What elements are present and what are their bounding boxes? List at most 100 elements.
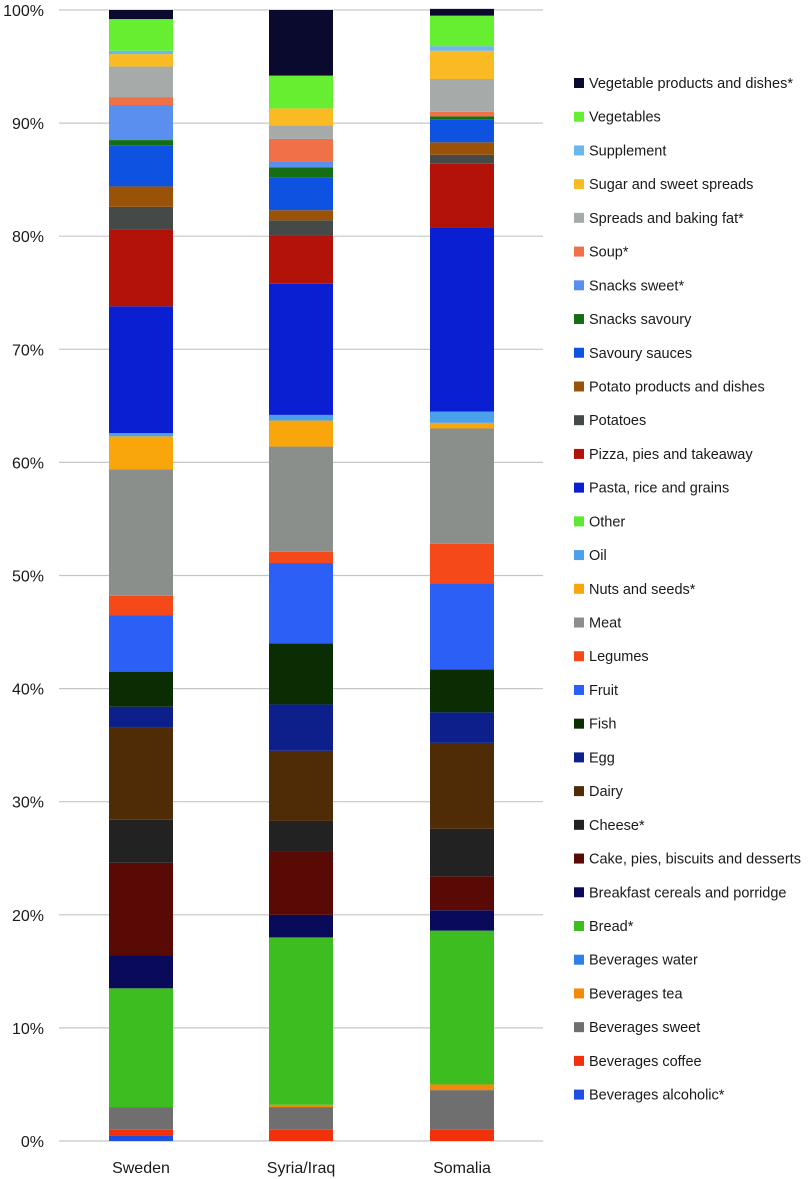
y-tick-label: 70%: [12, 342, 44, 359]
bar-segment: [109, 595, 173, 616]
bar-segment: [269, 414, 333, 421]
bar-segment: [430, 930, 494, 1085]
legend-label: Beverages alcoholic*: [589, 1088, 725, 1104]
bar-segment: [430, 116, 494, 120]
legend-label: Beverages sweet: [589, 1020, 700, 1036]
legend-label: Fruit: [589, 683, 618, 699]
bar-segment: [109, 50, 173, 55]
legend-item: Beverages coffee: [574, 1054, 702, 1070]
bar-segment: [269, 1107, 333, 1130]
legend-item: Other: [574, 514, 625, 530]
bar-stack-syria-iraq: [269, 10, 333, 1141]
bar-segment: [109, 54, 173, 67]
y-tick-label: 0%: [21, 1134, 44, 1151]
bar-segment: [430, 910, 494, 931]
bars: [109, 8, 494, 1141]
y-tick-label: 20%: [12, 908, 44, 925]
bar-segment: [430, 428, 494, 544]
legend-swatch: [574, 145, 584, 156]
bar-segment: [109, 19, 173, 51]
bar-segment: [430, 227, 494, 412]
bar-segment: [269, 10, 333, 76]
x-category-label: Somalia: [433, 1160, 491, 1177]
bar-segment: [269, 563, 333, 644]
legend-label: Cheese*: [589, 818, 645, 834]
bar-segment: [430, 583, 494, 670]
bar-segment: [109, 436, 173, 470]
y-tick-label: 30%: [12, 795, 44, 812]
legend-label: Fish: [589, 717, 616, 733]
bar-segment: [269, 161, 333, 168]
x-category-label: Syria/Iraq: [267, 1160, 335, 1177]
legend-swatch: [574, 381, 584, 392]
bar-segment: [109, 706, 173, 728]
legend-label: Potato products and dishes: [589, 379, 765, 395]
bar-segment: [269, 220, 333, 236]
legend-label: Potatoes: [589, 413, 646, 429]
bar-segment: [430, 163, 494, 228]
bar-segment: [430, 1129, 494, 1141]
y-tick-label: 40%: [12, 682, 44, 699]
bar-segment: [430, 828, 494, 877]
legend-item: Snacks savoury: [574, 312, 692, 328]
legend-item: Vegetable products and dishes*: [574, 76, 793, 92]
legend-label: Sugar and sweet spreads: [589, 177, 753, 193]
y-tick-label: 60%: [12, 455, 44, 472]
bar-segment: [109, 469, 173, 596]
bar-segment: [269, 643, 333, 705]
legend-swatch: [574, 246, 584, 257]
legend-item: Pizza, pies and takeaway: [574, 447, 753, 463]
bar-segment: [109, 66, 173, 98]
bar-segment: [430, 119, 494, 143]
legend-swatch: [574, 651, 584, 662]
legend-swatch: [574, 550, 584, 561]
bar-segment: [109, 955, 173, 989]
bar-segment: [269, 125, 333, 139]
legend-item: Beverages tea: [574, 986, 683, 1002]
legend-label: Beverages water: [589, 953, 698, 969]
legend-swatch: [574, 887, 584, 898]
y-tick-label: 90%: [12, 116, 44, 133]
bar-segment: [430, 78, 494, 112]
legend-item: Potatoes: [574, 413, 646, 429]
bar-segment: [430, 543, 494, 584]
bar-segment: [430, 111, 494, 117]
x-category-label: Sweden: [112, 1160, 170, 1177]
legend-item: Beverages sweet: [574, 1020, 700, 1036]
bar-segment: [109, 105, 173, 141]
legend-swatch: [574, 853, 584, 864]
legend-swatch: [574, 819, 584, 830]
bar-segment: [109, 432, 173, 437]
legend-item: Fish: [574, 717, 616, 733]
legend-swatch: [574, 718, 584, 729]
legend-label: Cake, pies, biscuits and desserts: [589, 852, 801, 868]
bar-segment: [109, 1107, 173, 1130]
legend-label: Snacks sweet*: [589, 278, 684, 294]
legend-swatch: [574, 280, 584, 291]
y-tick-label: 100%: [3, 3, 44, 20]
legend-item: Spreads and baking fat*: [574, 211, 744, 227]
bar-segment: [430, 742, 494, 829]
legend-swatch: [574, 684, 584, 695]
bar-segment: [269, 167, 333, 178]
legend-item: Pasta, rice and grains: [574, 481, 729, 497]
bar-segment: [109, 1135, 173, 1141]
legend-swatch: [574, 314, 584, 325]
legend-swatch: [574, 1089, 584, 1100]
legend-label: Beverages tea: [589, 986, 683, 1002]
bar-stack-sweden: [109, 10, 173, 1141]
bar-segment: [430, 15, 494, 47]
bar-segment: [269, 820, 333, 852]
legend-swatch: [574, 752, 584, 763]
legend-swatch: [574, 212, 584, 223]
legend-swatch: [574, 415, 584, 426]
bar-segment: [269, 75, 333, 109]
bar-segment: [109, 988, 173, 1108]
bar-segment: [430, 422, 494, 429]
legend-item: Dairy: [574, 784, 624, 800]
legend-item: Bread*: [574, 919, 634, 935]
legend-swatch: [574, 1055, 584, 1066]
legend-label: Vegetable products and dishes*: [589, 76, 793, 92]
bar-segment: [109, 229, 173, 307]
legend-label: Supplement: [589, 143, 666, 159]
